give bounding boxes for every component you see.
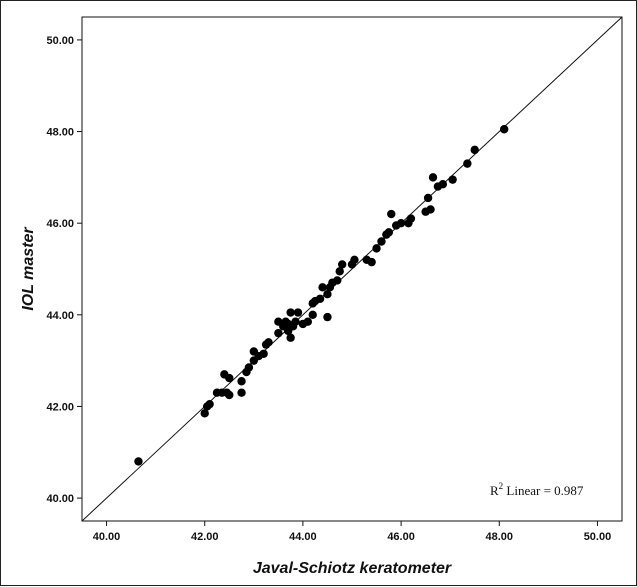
- data-point: [499, 125, 509, 134]
- data-point: [274, 328, 283, 338]
- x-tick-label: 42.00: [191, 531, 219, 543]
- data-point: [337, 260, 347, 269]
- x-tick-label: 44.00: [289, 531, 317, 543]
- y-axis-title: IOL master: [20, 227, 37, 311]
- y-tick-label: 42.00: [46, 401, 74, 413]
- data-point: [323, 290, 332, 299]
- y-tick-label: 44.00: [46, 310, 74, 322]
- data-point: [372, 244, 381, 253]
- data-point: [333, 276, 342, 285]
- data-point: [448, 175, 457, 184]
- data-point: [308, 310, 317, 320]
- data-point: [286, 308, 295, 317]
- data-point: [303, 317, 313, 326]
- x-tick-label: 48.00: [486, 531, 514, 543]
- data-point: [293, 308, 303, 317]
- data-point: [428, 173, 438, 182]
- fit-line-group: [81, 16, 623, 522]
- data-point: [286, 333, 295, 342]
- data-point: [323, 312, 332, 322]
- fit-line: [81, 16, 623, 522]
- data-point: [406, 214, 416, 223]
- y-tick-label: 40.00: [46, 493, 74, 505]
- x-tick-label: 40.00: [93, 531, 121, 543]
- x-tick-label: 46.00: [387, 531, 415, 543]
- y-tick-label: 46.00: [46, 218, 74, 230]
- data-point: [426, 205, 435, 214]
- r-symbol: R: [490, 483, 499, 498]
- data-point: [244, 363, 254, 372]
- data-point: [423, 193, 433, 203]
- data-point: [134, 457, 143, 466]
- data-point: [315, 294, 325, 303]
- y-axis: 40.00 42.00 44.00 46.00 48.00 50.00: [46, 35, 82, 505]
- data-point: [387, 209, 396, 219]
- data-point: [225, 373, 234, 383]
- data-point: [318, 283, 327, 292]
- r-squared-annotation: R2 Linear = 0.987: [490, 481, 584, 498]
- data-point: [205, 399, 214, 409]
- data-points: [134, 125, 509, 466]
- data-point: [350, 255, 359, 265]
- data-point: [384, 228, 394, 237]
- x-tick-label: 50.00: [584, 531, 612, 543]
- data-point: [367, 257, 376, 267]
- data-point: [200, 409, 209, 418]
- x-axis-title: Javal-Schiotz keratometer: [253, 560, 452, 577]
- data-point: [291, 317, 300, 326]
- data-point: [470, 145, 479, 155]
- x-axis: 40.00 42.00 44.00 46.00 48.00 50.00: [93, 521, 611, 543]
- y-tick-label: 50.00: [46, 35, 74, 47]
- data-point: [264, 338, 273, 347]
- y-tick-label: 48.00: [46, 127, 74, 139]
- data-point: [335, 267, 344, 276]
- data-point: [225, 390, 234, 400]
- data-point: [237, 388, 246, 397]
- data-point: [396, 218, 406, 228]
- data-point: [237, 377, 246, 386]
- r-superscript: 2: [499, 481, 504, 491]
- data-point: [463, 159, 472, 168]
- r-linear-text: Linear = 0.987: [503, 483, 584, 498]
- data-point: [259, 349, 268, 358]
- data-point: [377, 237, 386, 246]
- data-point: [438, 180, 448, 189]
